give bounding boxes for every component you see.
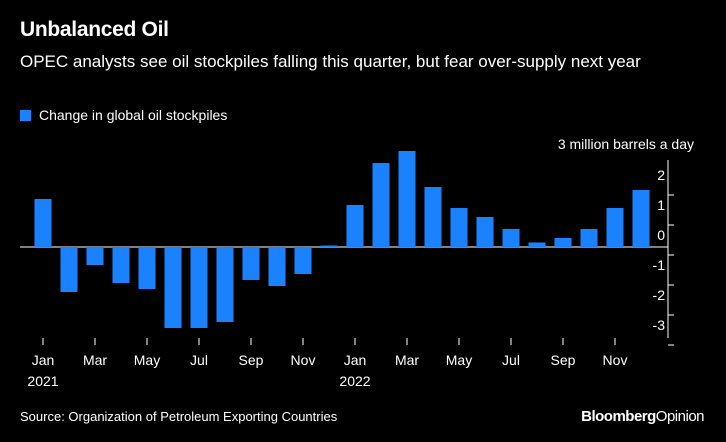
y-tick-label: -2 [653,287,666,303]
bar-nov-2021 [294,247,312,274]
x-tick-label: Sep [239,352,264,368]
bar-apr-2022 [424,187,442,247]
bar-jul-2022 [502,229,520,247]
brand-bold: Bloomberg [581,408,656,425]
bar-dec-2021 [320,245,338,247]
bar-jul-2021 [190,247,208,328]
y-tick-label: 1 [657,197,665,213]
bar-dec-2022 [632,190,650,247]
unit-label: 3 million barrels a day [558,136,694,152]
bar-oct-2022 [580,229,598,247]
x-tick-label: Mar [395,352,419,368]
bar-mar-2021 [86,247,104,265]
bar-nov-2022 [606,208,624,247]
bar-jun-2021 [164,247,182,328]
legend-swatch [20,109,31,121]
x-year-label: 2022 [339,373,370,389]
legend: Change in global oil stockpiles [20,107,227,123]
brand-logo: BloombergOpinion [581,408,704,425]
x-tick-label: May [134,352,160,368]
bar-oct-2021 [268,247,286,286]
bar-jan-2022 [346,205,364,247]
bar-sep-2021 [242,247,260,280]
legend-label: Change in global oil stockpiles [39,107,228,123]
y-tick-label: 2 [657,167,665,183]
y-tick-label: -3 [653,317,666,333]
bar-sep-2022 [554,238,572,247]
x-year-label: 2021 [27,373,58,389]
bar-jun-2022 [476,217,494,247]
bar-mar-2022 [398,151,416,247]
x-tick-label: Nov [291,352,316,368]
x-tick-label: Jan [32,352,55,368]
bar-feb-2022 [372,163,390,247]
chart-title: Unbalanced Oil [20,18,169,41]
source-note: Source: Organization of Petroleum Export… [20,409,338,424]
x-tick-label: Nov [603,352,628,368]
chart-subtitle: OPEC analysts see oil stockpiles falling… [20,52,641,71]
x-tick-label: Mar [83,352,107,368]
brand-light: Opinion [655,408,705,425]
x-tick-label: May [446,352,472,368]
bar-feb-2021 [60,247,78,292]
y-tick-label: 0 [657,227,665,243]
bar-jan-2021 [34,199,52,247]
x-tick-label: Sep [551,352,576,368]
x-tick-label: Jan [344,352,367,368]
bar-may-2022 [450,208,468,247]
bar-aug-2021 [216,247,234,322]
bar-may-2021 [138,247,156,289]
x-tick-label: Jul [502,352,520,368]
x-tick-label: Jul [190,352,208,368]
bar-aug-2022 [528,242,546,247]
y-tick-label: -1 [653,257,666,273]
bar-apr-2021 [112,247,130,283]
